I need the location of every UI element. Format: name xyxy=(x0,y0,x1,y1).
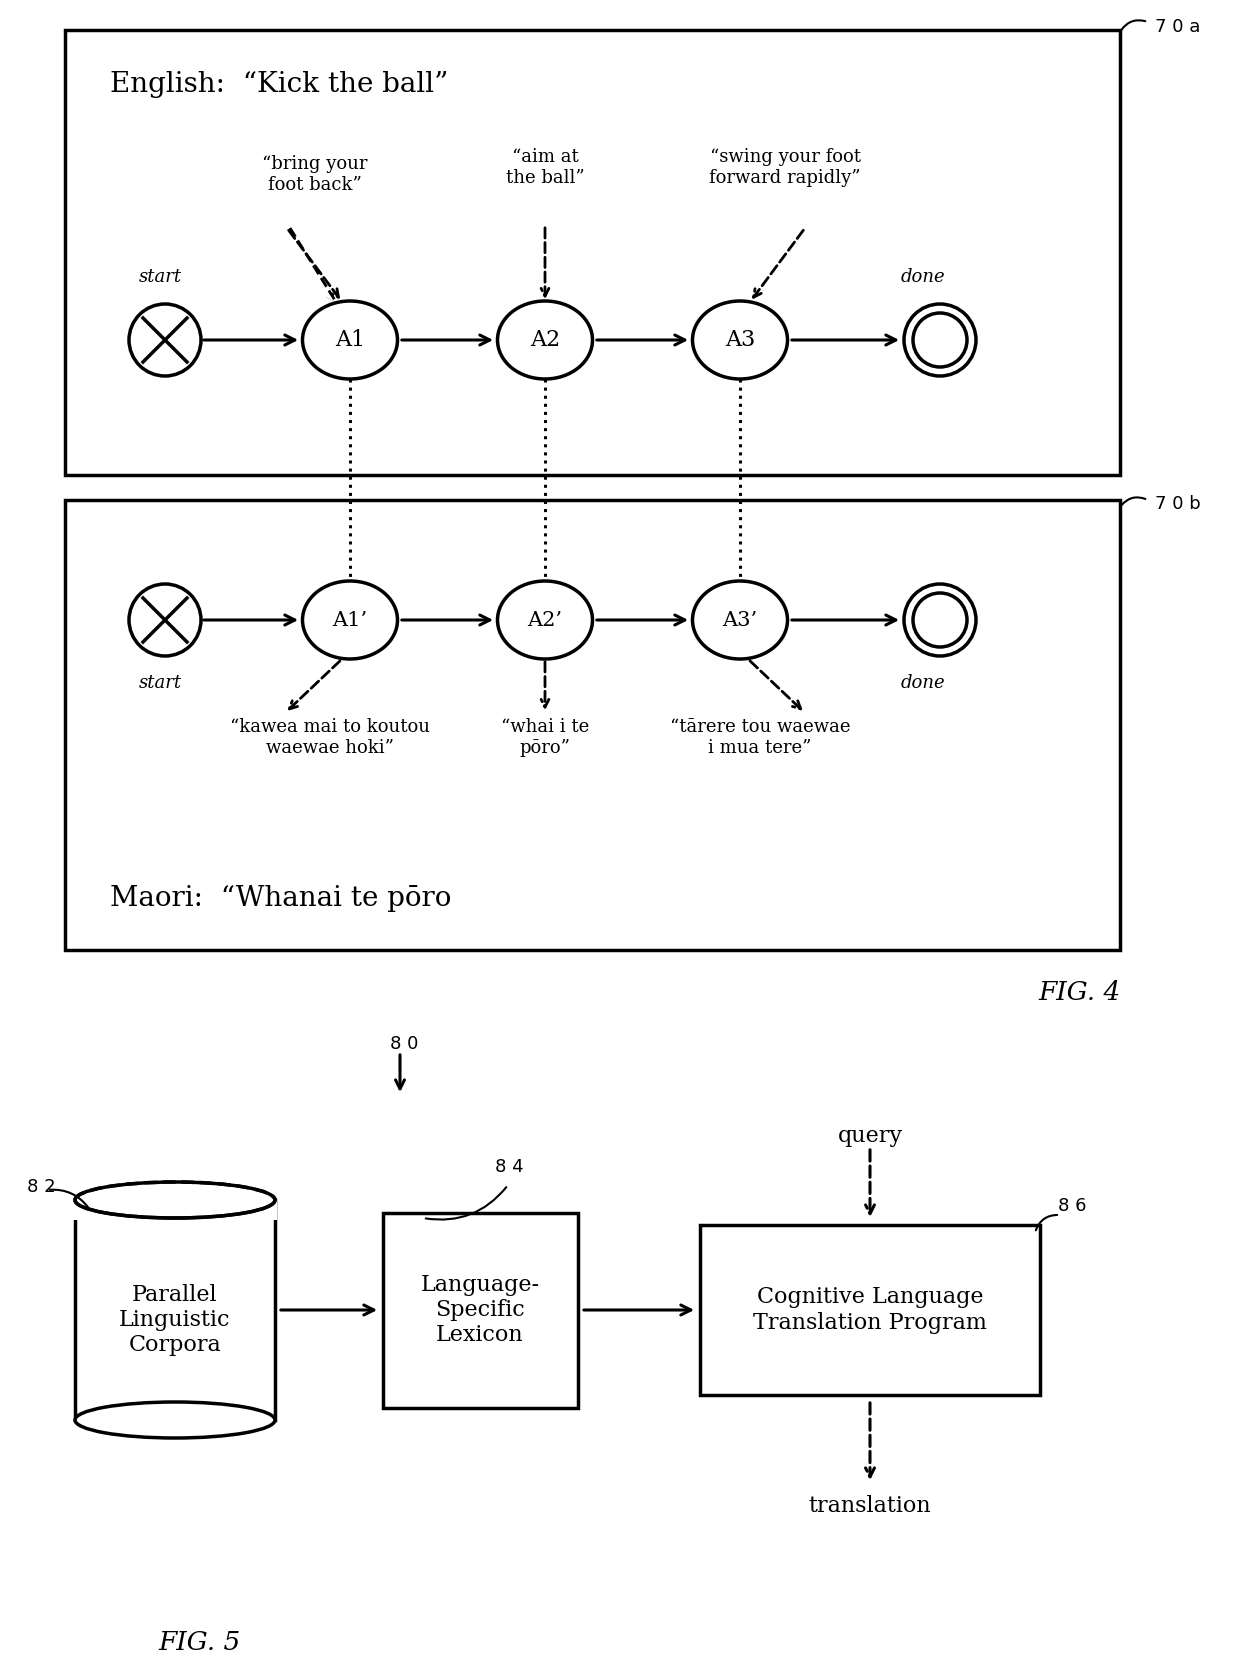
Text: Maori:  “Whanai te pōro: Maori: “Whanai te pōro xyxy=(110,884,451,912)
Text: Language-
Specific
Lexicon: Language- Specific Lexicon xyxy=(420,1273,539,1346)
Text: A3: A3 xyxy=(725,329,755,351)
Text: translation: translation xyxy=(808,1495,931,1517)
Text: A1’: A1’ xyxy=(332,610,367,630)
Circle shape xyxy=(904,304,976,376)
Text: A2: A2 xyxy=(529,329,560,351)
Text: “bring your
foot back”: “bring your foot back” xyxy=(262,155,368,193)
Text: A3’: A3’ xyxy=(723,610,758,630)
Text: 8 0: 8 0 xyxy=(391,1035,418,1053)
Text: 8 2: 8 2 xyxy=(27,1178,56,1196)
Text: start: start xyxy=(139,674,181,692)
Text: “aim at
the ball”: “aim at the ball” xyxy=(506,148,584,186)
Text: start: start xyxy=(139,269,181,286)
Text: Parallel
Linguistic
Corpora: Parallel Linguistic Corpora xyxy=(119,1284,231,1356)
Ellipse shape xyxy=(497,301,593,380)
Text: A1: A1 xyxy=(335,329,365,351)
Text: “whai i te
pōro”: “whai i te pōro” xyxy=(501,717,589,756)
Text: “tārere tou waewae
i mua tere”: “tārere tou waewae i mua tere” xyxy=(670,717,851,756)
Bar xyxy=(73,1200,277,1220)
Text: English:  “Kick the ball”: English: “Kick the ball” xyxy=(110,72,449,99)
Ellipse shape xyxy=(692,301,787,380)
Circle shape xyxy=(913,593,967,647)
Ellipse shape xyxy=(692,581,787,659)
Text: “swing your foot
forward rapidly”: “swing your foot forward rapidly” xyxy=(709,148,861,186)
Text: 7 0 b: 7 0 b xyxy=(1154,496,1200,512)
Ellipse shape xyxy=(303,581,398,659)
Bar xyxy=(701,1225,1040,1394)
Circle shape xyxy=(904,585,976,655)
Text: 8 6: 8 6 xyxy=(1058,1196,1086,1215)
Circle shape xyxy=(129,304,201,376)
Text: done: done xyxy=(900,674,945,692)
Text: FIG. 4: FIG. 4 xyxy=(1039,979,1121,1005)
Text: Cognitive Language
Translation Program: Cognitive Language Translation Program xyxy=(753,1287,987,1334)
Text: FIG. 5: FIG. 5 xyxy=(159,1630,241,1655)
Circle shape xyxy=(129,585,201,655)
Bar xyxy=(64,501,1120,949)
Ellipse shape xyxy=(497,581,593,659)
Text: done: done xyxy=(900,269,945,286)
Ellipse shape xyxy=(303,301,398,380)
Text: 8 4: 8 4 xyxy=(495,1158,523,1176)
Text: 7 0 a: 7 0 a xyxy=(1154,18,1200,35)
Bar xyxy=(64,30,1120,475)
Text: query: query xyxy=(837,1126,903,1147)
Circle shape xyxy=(913,312,967,366)
Ellipse shape xyxy=(74,1183,275,1218)
Ellipse shape xyxy=(74,1403,275,1438)
Text: “kawea mai to koutou
waewae hoki”: “kawea mai to koutou waewae hoki” xyxy=(229,717,430,756)
Text: A2’: A2’ xyxy=(527,610,563,630)
Bar xyxy=(383,1213,578,1408)
